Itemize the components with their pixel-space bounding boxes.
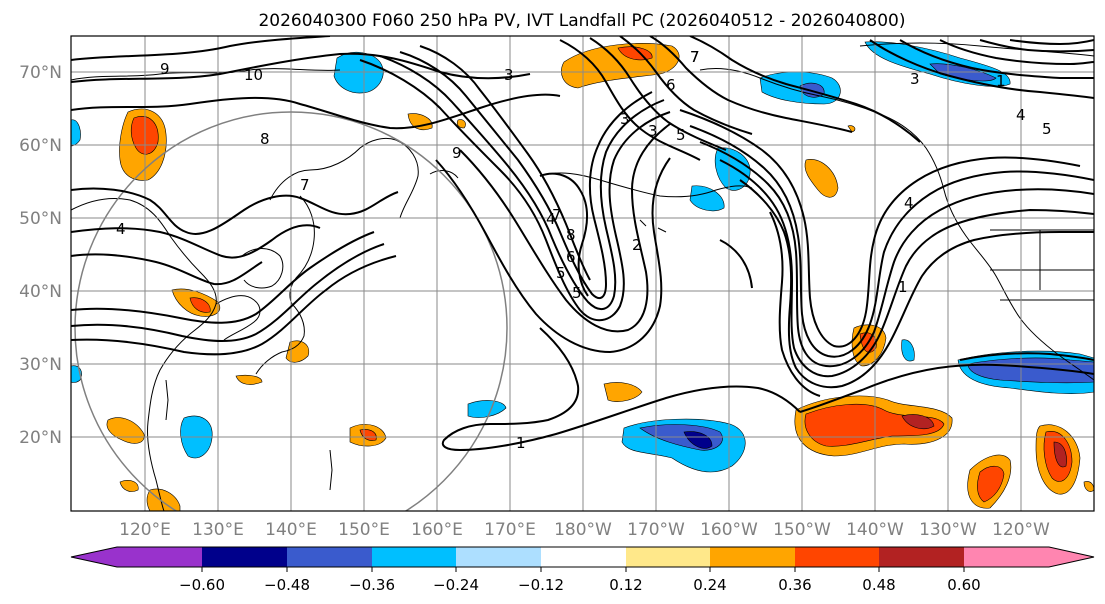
colorbar-segment xyxy=(879,547,964,567)
lat-label: 50°N xyxy=(19,209,62,229)
contour-label: 8 xyxy=(260,130,270,148)
figure-title: 2026040300 F060 250 hPa PV, IVT Landfall… xyxy=(258,11,905,31)
contour-label: 7 xyxy=(690,48,700,66)
contour-label: 4 xyxy=(904,194,914,212)
contour-label: 5 xyxy=(1042,120,1052,138)
contour-label: 8 xyxy=(566,226,576,244)
contour-label: 4 xyxy=(546,210,556,228)
colorbar-tick-label: −0.24 xyxy=(433,576,479,594)
pv-contours xyxy=(71,36,1094,452)
colorbar-segment xyxy=(372,547,456,567)
lat-label: 40°N xyxy=(19,282,62,302)
lon-label: 140°W xyxy=(846,520,904,540)
contour-label: 1 xyxy=(516,434,526,452)
contour-label: 3 xyxy=(910,70,920,88)
colorbar-tick-label: −0.60 xyxy=(179,576,225,594)
contour-label: 10 xyxy=(244,66,263,84)
lon-label: 120°W xyxy=(992,520,1050,540)
lon-label: 120°E xyxy=(119,520,171,540)
lon-label: 160°E xyxy=(411,520,463,540)
longitude-labels: 120°E 130°E 140°E 150°E 160°E 170°E 180°… xyxy=(119,520,1050,540)
contour-label: 5 xyxy=(572,284,582,302)
contour-label: 2 xyxy=(632,236,642,254)
contour-label: 4 xyxy=(1016,106,1026,124)
colorbar-segment xyxy=(710,547,795,567)
contour-label: 6 xyxy=(566,248,576,266)
colorbar-tick-label: 0.48 xyxy=(862,576,895,594)
lon-label: 180°W xyxy=(554,520,612,540)
lon-label: 140°E xyxy=(265,520,317,540)
radius-circle xyxy=(74,111,508,511)
graticule xyxy=(71,36,1094,511)
ivt-anomaly-shading xyxy=(71,41,1094,511)
contour-label: 5 xyxy=(676,126,686,144)
lat-label: 60°N xyxy=(19,136,62,156)
contour-label: 3 xyxy=(648,122,658,140)
contour-label: 7 xyxy=(300,176,310,194)
map-frame xyxy=(70,35,1095,512)
colorbar-tick-label: 0.36 xyxy=(778,576,811,594)
colorbar-segment xyxy=(626,547,710,567)
colorbar: −0.60 −0.48 −0.36 −0.24 −0.12 0.12 0.24 … xyxy=(70,546,1095,594)
colorbar-segment xyxy=(202,547,287,567)
contour-label: 1 xyxy=(996,72,1006,90)
lon-label: 170°W xyxy=(627,520,685,540)
pv-contour-labels: 9 10 8 7 4 9 3 3 7 6 3 5 3 5 4 4 5 7 8 6… xyxy=(116,48,1052,452)
colorbar-segment xyxy=(287,547,372,567)
contour-label: 7 xyxy=(690,48,700,66)
colorbar-tick-label: −0.36 xyxy=(349,576,395,594)
colorbar-extend-high xyxy=(1049,547,1094,567)
lon-label: 150°W xyxy=(773,520,831,540)
contour-label: 4 xyxy=(116,220,126,238)
contour-label: 5 xyxy=(556,264,566,282)
contour-label: 3 xyxy=(504,66,514,84)
lon-label: 130°E xyxy=(192,520,244,540)
lon-label: 160°W xyxy=(700,520,758,540)
contour-label: 1 xyxy=(898,278,908,296)
lat-label: 30°N xyxy=(19,355,62,375)
contour-label: 9 xyxy=(452,144,462,162)
colorbar-extend-low xyxy=(71,547,117,567)
colorbar-tick-label: −0.12 xyxy=(518,576,564,594)
contour-label: 7 xyxy=(552,206,562,224)
colorbar-tick-label: 0.24 xyxy=(693,576,726,594)
colorbar-segment xyxy=(541,547,626,567)
latitude-labels: 70°N 60°N 50°N 40°N 30°N 20°N xyxy=(19,63,62,448)
lon-label: 150°E xyxy=(338,520,390,540)
colorbar-tick-label: 0.60 xyxy=(947,576,980,594)
colorbar-segment xyxy=(795,547,879,567)
lat-label: 70°N xyxy=(19,63,62,83)
contour-label: 3 xyxy=(620,110,630,128)
lon-label: 130°W xyxy=(919,520,977,540)
colorbar-segment xyxy=(117,547,202,567)
colorbar-segment xyxy=(456,547,541,567)
colorbar-tick-label: −0.48 xyxy=(264,576,310,594)
lon-label: 170°E xyxy=(484,520,536,540)
colorbar-outline xyxy=(70,546,1095,568)
contour-label: 6 xyxy=(666,76,676,94)
colorbar-tick-label: 0.12 xyxy=(609,576,642,594)
contour-label: 9 xyxy=(160,60,170,78)
colorbar-segment xyxy=(964,547,1049,567)
lat-label: 20°N xyxy=(19,428,62,448)
